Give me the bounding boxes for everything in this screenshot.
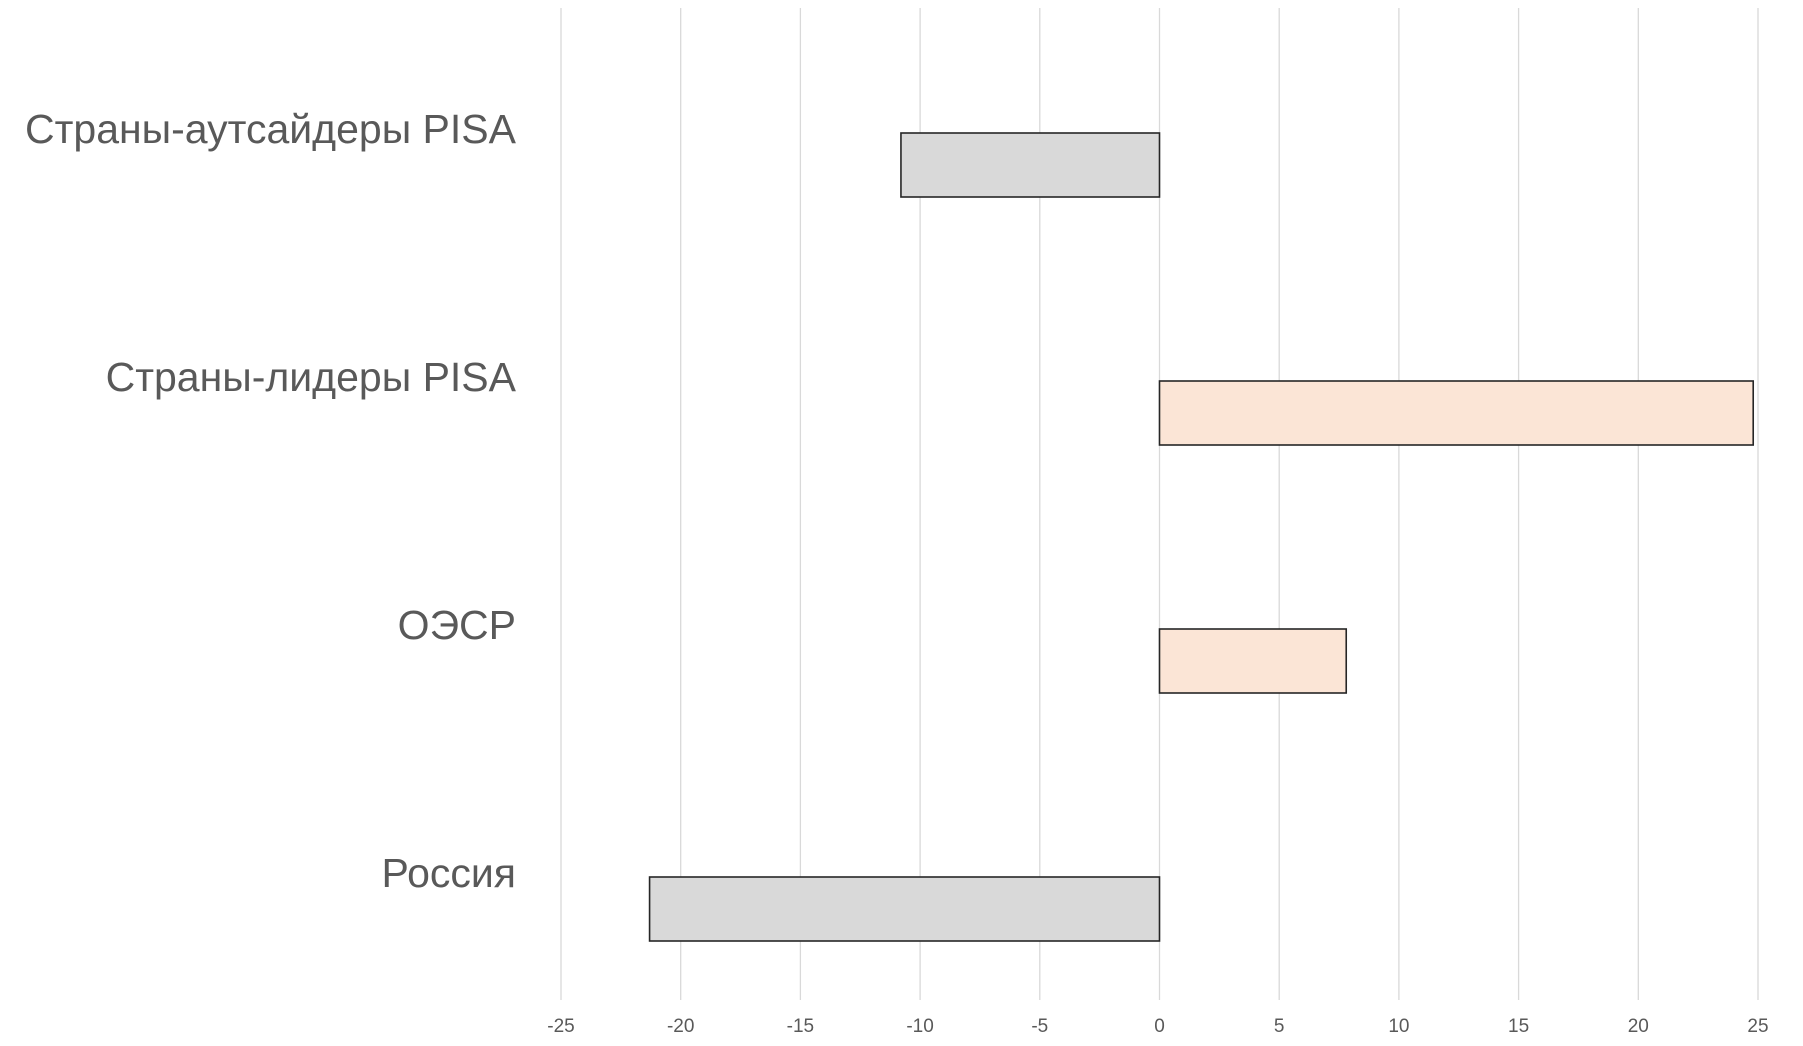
bar <box>1158 628 1348 694</box>
category-label: ОЭСР <box>398 602 516 648</box>
x-tick-label: -5 <box>1031 1016 1048 1037</box>
bar <box>1158 380 1755 446</box>
x-tick-label: -15 <box>787 1016 814 1037</box>
x-tick-label: -10 <box>906 1016 933 1037</box>
x-tick-label: 15 <box>1508 1016 1529 1037</box>
bar <box>648 876 1161 942</box>
category-label: Россия <box>382 850 516 896</box>
category-labels: Страны-аутсайдеры PISA Страны-лидеры PISA… <box>25 106 517 896</box>
bars <box>648 132 1755 942</box>
x-tick-label: 25 <box>1747 1016 1768 1037</box>
bar <box>900 132 1161 198</box>
x-tick-label: 5 <box>1274 1016 1285 1037</box>
x-tick-label: 10 <box>1388 1016 1409 1037</box>
x-tick-label: 20 <box>1628 1016 1649 1037</box>
x-tick-label: 0 <box>1154 1016 1165 1037</box>
category-label: Страны-лидеры PISA <box>106 354 517 400</box>
x-tick-label: -25 <box>547 1016 574 1037</box>
x-tick-label: -20 <box>667 1016 694 1037</box>
category-label: Страны-аутсайдеры PISA <box>25 106 517 152</box>
x-axis-tick-labels: -25 -20 -15 -10 -5 0 5 10 15 20 25 <box>547 1016 1768 1037</box>
